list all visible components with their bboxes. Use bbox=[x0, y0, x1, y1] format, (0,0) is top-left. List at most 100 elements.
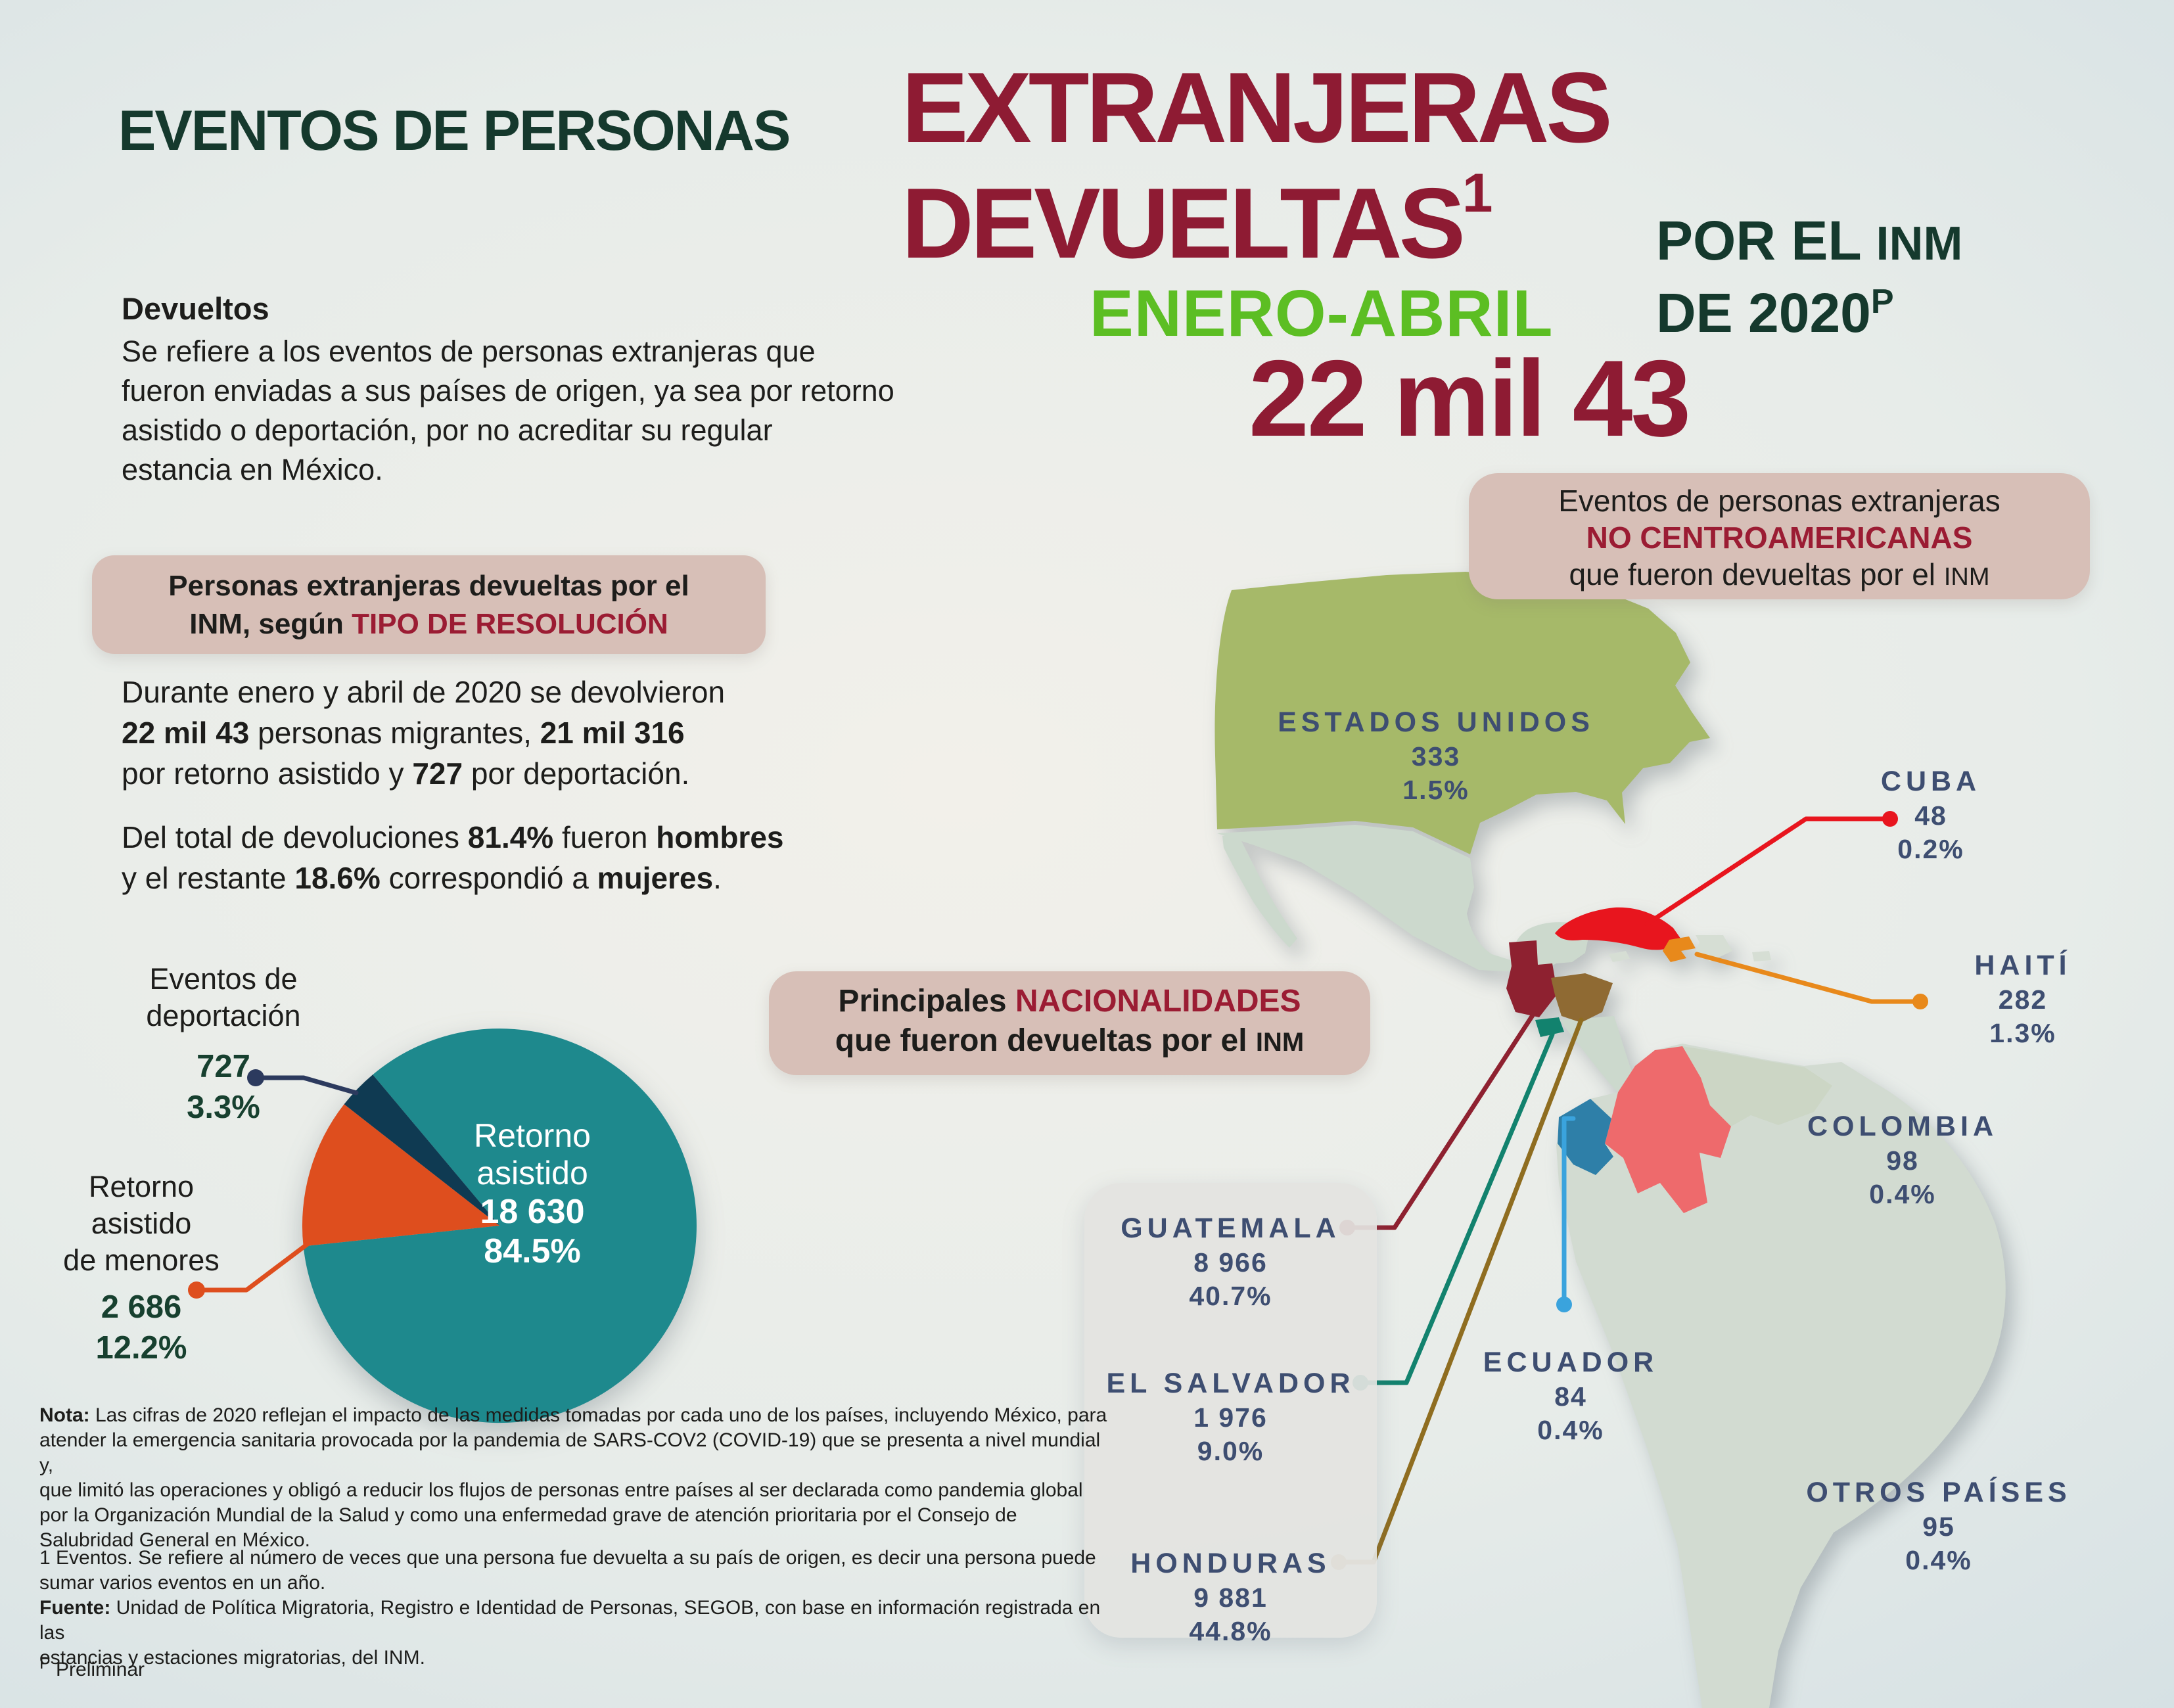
stats-total-bold: 22 mil 43 bbox=[122, 716, 250, 750]
deportacion-label-line: Eventos de bbox=[149, 962, 298, 996]
nationalities-box: Principales NACIONALIDADES que fueron de… bbox=[769, 971, 1370, 1075]
fuente-line: estancias y estaciones migratorias, del … bbox=[39, 1647, 425, 1669]
pie-inner-line: Retorno bbox=[474, 1117, 591, 1154]
menores-pct: 12.2% bbox=[95, 1330, 187, 1366]
haiti-pct: 1.3% bbox=[1989, 1018, 2056, 1048]
deportacion-value: 727 bbox=[197, 1049, 250, 1084]
pie-slice-deportacion bbox=[344, 1074, 499, 1226]
pie-label-menores: Retorno asistido de menores 2 686 12.2% bbox=[16, 1168, 266, 1368]
nota-line: que limitó las operaciones y obligó a re… bbox=[39, 1479, 1083, 1501]
guatemala-callout-line bbox=[1345, 1011, 1537, 1230]
fuente-line: Fuente: Unidad de Política Migratoria, R… bbox=[39, 1596, 1111, 1646]
non-central-box-line3: que fueron devueltas por el INM bbox=[1469, 556, 2090, 595]
map-label-guatemala: GUATEMALA 8 966 40.7% bbox=[1084, 1211, 1377, 1313]
fuente-text: Unidad de Política Migratoria, Registro … bbox=[39, 1597, 1101, 1644]
colombia-name: COLOMBIA bbox=[1807, 1111, 1999, 1142]
nationalities-box-line2: que fueron devueltas por el INM bbox=[769, 1021, 1370, 1062]
cuba-name: CUBA bbox=[1880, 766, 1981, 797]
south-america-shape bbox=[1556, 1044, 2006, 1708]
page-title-line2: DEVUELTAS1 bbox=[902, 165, 1492, 273]
menores-label-line: asistido bbox=[91, 1207, 192, 1240]
title-suffix: POR EL INM bbox=[1656, 209, 1963, 273]
el-salvador-name: EL SALVADOR bbox=[1106, 1368, 1355, 1399]
haiti-shape bbox=[1663, 936, 1696, 962]
nota-text: Las cifras de 2020 reflejan el impacto d… bbox=[89, 1404, 1107, 1426]
ecuador-pct: 0.4% bbox=[1537, 1415, 1604, 1445]
el-salvador-pct: 9.0% bbox=[1197, 1436, 1264, 1466]
stats-text: Durante enero y abril de 2020 se devolvi… bbox=[122, 675, 726, 709]
gender-male-bold: hombres bbox=[656, 820, 784, 854]
footnote-1-line: 1 Eventos. Se refiere al número de veces… bbox=[39, 1546, 1111, 1571]
nota-line: atender la emergencia sanitaria provocad… bbox=[39, 1429, 1101, 1476]
non-central-box-inm: INM bbox=[1943, 563, 1990, 591]
gender-female-bold: mujeres bbox=[597, 861, 714, 895]
cuba-value: 48 bbox=[1914, 800, 1947, 831]
estados-unidos-value: 333 bbox=[1411, 741, 1461, 772]
map-label-haiti: HAITÍ 282 1.3% bbox=[1924, 948, 2121, 1050]
central-american-panel bbox=[1084, 1183, 1377, 1638]
pie-slice-menores bbox=[302, 1104, 499, 1247]
puerto-rico-shape bbox=[1752, 951, 1771, 961]
baja-california-shape bbox=[1222, 835, 1297, 948]
page-eyebrow: EVENTOS DE PERSONAS bbox=[118, 99, 791, 162]
ecuador-value: 84 bbox=[1554, 1381, 1587, 1412]
gender-text: y el restante bbox=[122, 861, 295, 895]
page-title-line2-text: DEVUELTAS bbox=[902, 168, 1466, 279]
otros-paises-pct: 0.4% bbox=[1905, 1545, 1972, 1575]
gender-text: Del total de devoluciones bbox=[122, 820, 468, 854]
resolution-box-highlight: TIPO DE RESOLUCIÓN bbox=[352, 608, 668, 640]
deportacion-callout-line bbox=[253, 1075, 359, 1096]
title-period: ENERO-ABRIL bbox=[1090, 277, 1554, 350]
non-central-box-line1: Eventos de personas extranjeras bbox=[1558, 484, 2001, 518]
preliminar-sup: P bbox=[39, 1654, 51, 1673]
definition-heading: Devueltos bbox=[122, 291, 269, 326]
nationalities-box-inm: INM bbox=[1255, 1028, 1305, 1057]
stats-retorno-bold: 21 mil 316 bbox=[540, 716, 685, 750]
map-label-colombia: COLOMBIA 98 0.4% bbox=[1771, 1109, 2034, 1211]
definition-line: Se refiere a los eventos de personas ext… bbox=[122, 335, 816, 368]
stats-text: por retorno asistido y bbox=[122, 756, 413, 791]
footnote-1-marker: 1 bbox=[39, 1547, 51, 1569]
footnote-1-text: Eventos. Se refiere al número de veces q… bbox=[50, 1547, 1096, 1569]
preliminar-note: P Preliminar bbox=[39, 1651, 145, 1682]
haiti-name: HAITÍ bbox=[1974, 950, 2071, 981]
honduras-pct: 44.8% bbox=[1189, 1616, 1272, 1646]
deportacion-label-line: deportación bbox=[146, 999, 301, 1032]
page-title-footnote-marker: 1 bbox=[1462, 162, 1492, 223]
guatemala-value: 8 966 bbox=[1193, 1247, 1268, 1278]
map-label-honduras: HONDURAS 9 881 44.8% bbox=[1084, 1546, 1377, 1648]
otros-paises-value: 95 bbox=[1922, 1512, 1955, 1542]
menores-label-line: de menores bbox=[63, 1243, 220, 1277]
haiti-value: 282 bbox=[1998, 984, 2048, 1015]
haiti-callout-line bbox=[1694, 952, 1923, 1004]
menores-callout-dot bbox=[188, 1281, 205, 1299]
ecuador-callout-dot bbox=[1556, 1297, 1572, 1312]
el-salvador-callout-line bbox=[1358, 1032, 1555, 1385]
gender-female-pct-bold: 18.6% bbox=[294, 861, 381, 895]
map-label-otros-paises: OTROS PAÍSES 95 0.4% bbox=[1742, 1475, 2136, 1577]
otros-paises-name: OTROS PAÍSES bbox=[1806, 1477, 2071, 1508]
honduras-callout-line-diagonal bbox=[1371, 1017, 1584, 1565]
stats-deportacion-bold: 727 bbox=[412, 756, 463, 791]
map-label-estados-unidos: ESTADOS UNIDOS 333 1.5% bbox=[1239, 704, 1633, 807]
page-title-line1: EXTRANJERAS bbox=[902, 52, 1613, 164]
map-label-cuba: CUBA 48 0.2% bbox=[1832, 764, 2029, 866]
footnote-1-line: sumar varios eventos en un año. bbox=[39, 1572, 326, 1594]
preliminar-text: Preliminar bbox=[50, 1659, 145, 1680]
nationalities-box-line2-text: que fueron devueltas por el bbox=[835, 1023, 1256, 1058]
deportacion-callout-dot bbox=[247, 1069, 264, 1086]
stats-text: personas migrantes, bbox=[249, 716, 540, 750]
pie-inner-value: 18 630 bbox=[480, 1193, 585, 1231]
central-america-shape bbox=[1560, 1016, 1678, 1101]
ecuador-name: ECUADOR bbox=[1483, 1347, 1659, 1378]
el-salvador-value: 1 976 bbox=[1193, 1402, 1268, 1433]
honduras-name: HONDURAS bbox=[1130, 1548, 1331, 1579]
non-central-americans-box: Eventos de personas extranjeras NO CENTR… bbox=[1469, 473, 2090, 599]
nota-line: Nota: Las cifras de 2020 reflejan el imp… bbox=[39, 1403, 1111, 1428]
total-events-number: 22 mil 43 bbox=[1249, 338, 1691, 459]
fuente-label: Fuente: bbox=[39, 1597, 111, 1619]
map-label-ecuador: ECUADOR 84 0.4% bbox=[1439, 1345, 1702, 1447]
definition-body: Se refiere a los eventos de personas ext… bbox=[122, 332, 1226, 490]
resolution-box-line2-prefix: INM, según bbox=[189, 608, 352, 640]
